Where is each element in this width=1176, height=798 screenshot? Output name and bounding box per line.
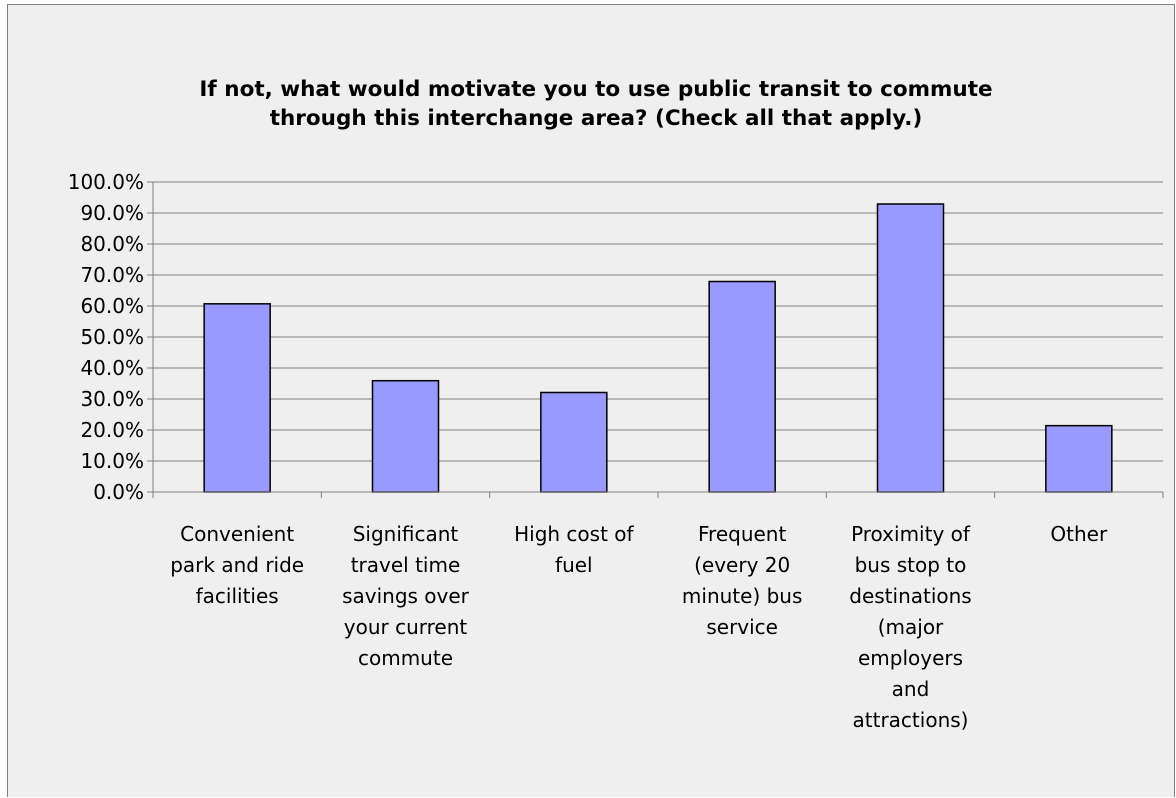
x-category-label-line: facilities xyxy=(196,584,279,608)
x-category-label-line: bus stop to xyxy=(855,553,967,577)
y-tick-label: 20.0% xyxy=(80,418,144,442)
bar xyxy=(540,391,608,493)
x-category-label-line: and xyxy=(892,677,930,701)
chart-canvas: If not, what would motivate you to use p… xyxy=(68,77,1164,732)
x-category-label-line: destinations xyxy=(849,584,971,608)
y-tick-label: 100.0% xyxy=(68,170,144,194)
x-category-label-line: fuel xyxy=(555,553,593,577)
y-tick-label: 60.0% xyxy=(80,294,144,318)
y-tick-label: 80.0% xyxy=(80,232,144,256)
x-category-label-line: travel time xyxy=(351,553,461,577)
x-category-label-line: Proximity of xyxy=(851,522,971,546)
y-tick-label: 0.0% xyxy=(93,480,144,504)
x-category-label: High cost of fuel xyxy=(514,522,634,577)
chart-area: If not, what would motivate you to use p… xyxy=(7,4,1175,797)
y-tick-label: 50.0% xyxy=(80,325,144,349)
x-category-label-line: Other xyxy=(1050,522,1108,546)
x-category-label-line: minute) bus xyxy=(682,584,803,608)
y-tick-label: 10.0% xyxy=(80,449,144,473)
x-category-label-line: Frequent xyxy=(698,522,786,546)
chart-title-line-1: If not, what would motivate you to use p… xyxy=(199,77,992,102)
x-category-label-line: commute xyxy=(358,646,453,670)
gridlines xyxy=(147,181,1163,493)
x-category-label: Significant travel time savings over your c… xyxy=(342,522,470,670)
chart-title-line-2: through this interchange area? (Check al… xyxy=(270,106,923,131)
x-category-label-line: (every 20 xyxy=(694,553,790,577)
x-category-label-line: High cost of xyxy=(514,522,634,546)
x-category-label-line: service xyxy=(706,615,778,639)
bar xyxy=(708,280,776,493)
x-category-label: Proximity of bus stop to destinations (majo… xyxy=(849,522,971,732)
y-tick-label: 30.0% xyxy=(80,387,144,411)
bars xyxy=(203,203,1113,493)
x-category-label-line: savings over xyxy=(342,584,470,608)
x-category-label-line: park and ride xyxy=(170,553,304,577)
axes xyxy=(152,182,1164,498)
x-category-label-line: Significant xyxy=(353,522,459,546)
bar xyxy=(203,303,271,493)
x-category-label-line: your current xyxy=(344,615,468,639)
x-axis-category-labels: Convenient park and ride facilities Signifi… xyxy=(170,522,1108,732)
y-tick-label: 40.0% xyxy=(80,356,144,380)
y-tick-label: 70.0% xyxy=(80,263,144,287)
chart-title: If not, what would motivate you to use p… xyxy=(199,77,992,131)
x-category-label-line: (major xyxy=(878,615,944,639)
x-category-label-line: employers xyxy=(858,646,963,670)
bar xyxy=(876,203,945,493)
x-category-label: Convenient park and ride facilities xyxy=(170,522,304,608)
x-category-label: Frequent (every 20 minute) bus service xyxy=(682,522,803,639)
y-axis-tick-labels: 0.0% 10.0% 20.0% 30.0% 40.0% 50.0% 60.0% 70.0% 8… xyxy=(68,170,144,504)
y-tick-label: 90.0% xyxy=(80,201,144,225)
bar xyxy=(1045,424,1113,493)
x-category-label-line: Convenient xyxy=(180,522,294,546)
x-category-label: Other xyxy=(1050,522,1108,546)
x-category-label-line: attractions) xyxy=(853,708,969,732)
bar xyxy=(371,379,440,493)
